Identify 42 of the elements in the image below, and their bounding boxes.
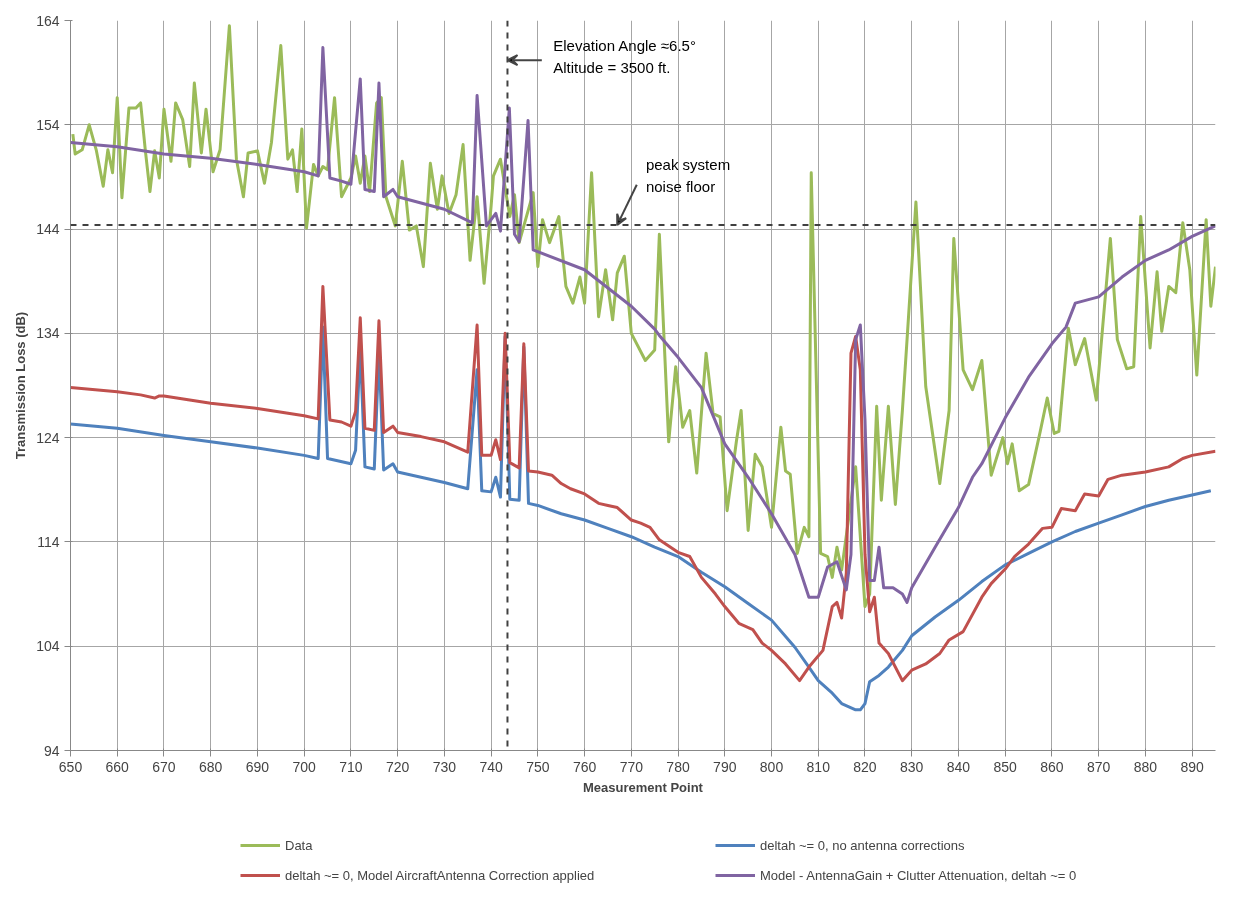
x-tick-label: 690 <box>245 758 270 775</box>
x-tick-label: 670 <box>152 758 176 775</box>
x-tick-label: 850 <box>993 758 1018 775</box>
x-tick-label: 800 <box>759 758 784 775</box>
x-tick-label: 770 <box>619 758 644 775</box>
x-tick-label: 890 <box>1180 758 1205 775</box>
y-tick-label: 124 <box>36 429 60 446</box>
line-series <box>70 284 1216 683</box>
y-tick-label: 114 <box>37 533 60 550</box>
y-tick-label: 94 <box>43 742 60 759</box>
x-tick-label: 700 <box>292 758 317 775</box>
annotation: peak system noise floor <box>645 155 731 195</box>
x-tick-label: 730 <box>432 758 457 775</box>
legend-label: Model - AntennaGain + Clutter Attenuation, deltah ~= 0 <box>760 867 1078 883</box>
x-tick-label: 660 <box>105 758 130 775</box>
y-axis-title: Transmission Loss (dB) <box>13 311 29 460</box>
y-tick-label: 154 <box>36 116 60 133</box>
x-tick-label: 810 <box>806 758 831 775</box>
y-tick-label: 144 <box>36 221 60 238</box>
x-tick-label: 790 <box>713 758 737 775</box>
y-tick-label: 134 <box>36 325 60 342</box>
x-tick-label: 870 <box>1086 758 1111 775</box>
x-tick-label: 860 <box>1040 758 1064 775</box>
legend-label: Data <box>285 837 314 853</box>
x-tick-label: 830 <box>900 758 924 775</box>
y-tick-label: 104 <box>36 638 60 655</box>
x-tick-label: 780 <box>666 758 690 775</box>
x-tick-label: 680 <box>199 758 223 775</box>
x-tick-label: 740 <box>479 758 504 775</box>
x-tick-label: 720 <box>385 758 410 775</box>
x-tick-label: 750 <box>526 758 550 775</box>
x-tick-label: 820 <box>853 758 877 775</box>
x-axis-title: Measurement Point <box>583 779 704 795</box>
y-tick-label: 164 <box>36 12 60 29</box>
annotation: Elevation Angle ≈6.5° Altitude = 3500 ft. <box>553 36 696 76</box>
x-tick-label: 650 <box>58 758 83 775</box>
x-tick-label: 710 <box>339 758 363 775</box>
legend-label: deltah ~= 0, Model AircraftAntenna Correction applied <box>285 867 596 883</box>
x-tick-label: 760 <box>572 758 597 775</box>
x-tick-label: 880 <box>1133 758 1158 775</box>
legend-label: deltah ~= 0, no antenna corrections <box>760 837 966 853</box>
x-tick-label: 840 <box>946 758 971 775</box>
